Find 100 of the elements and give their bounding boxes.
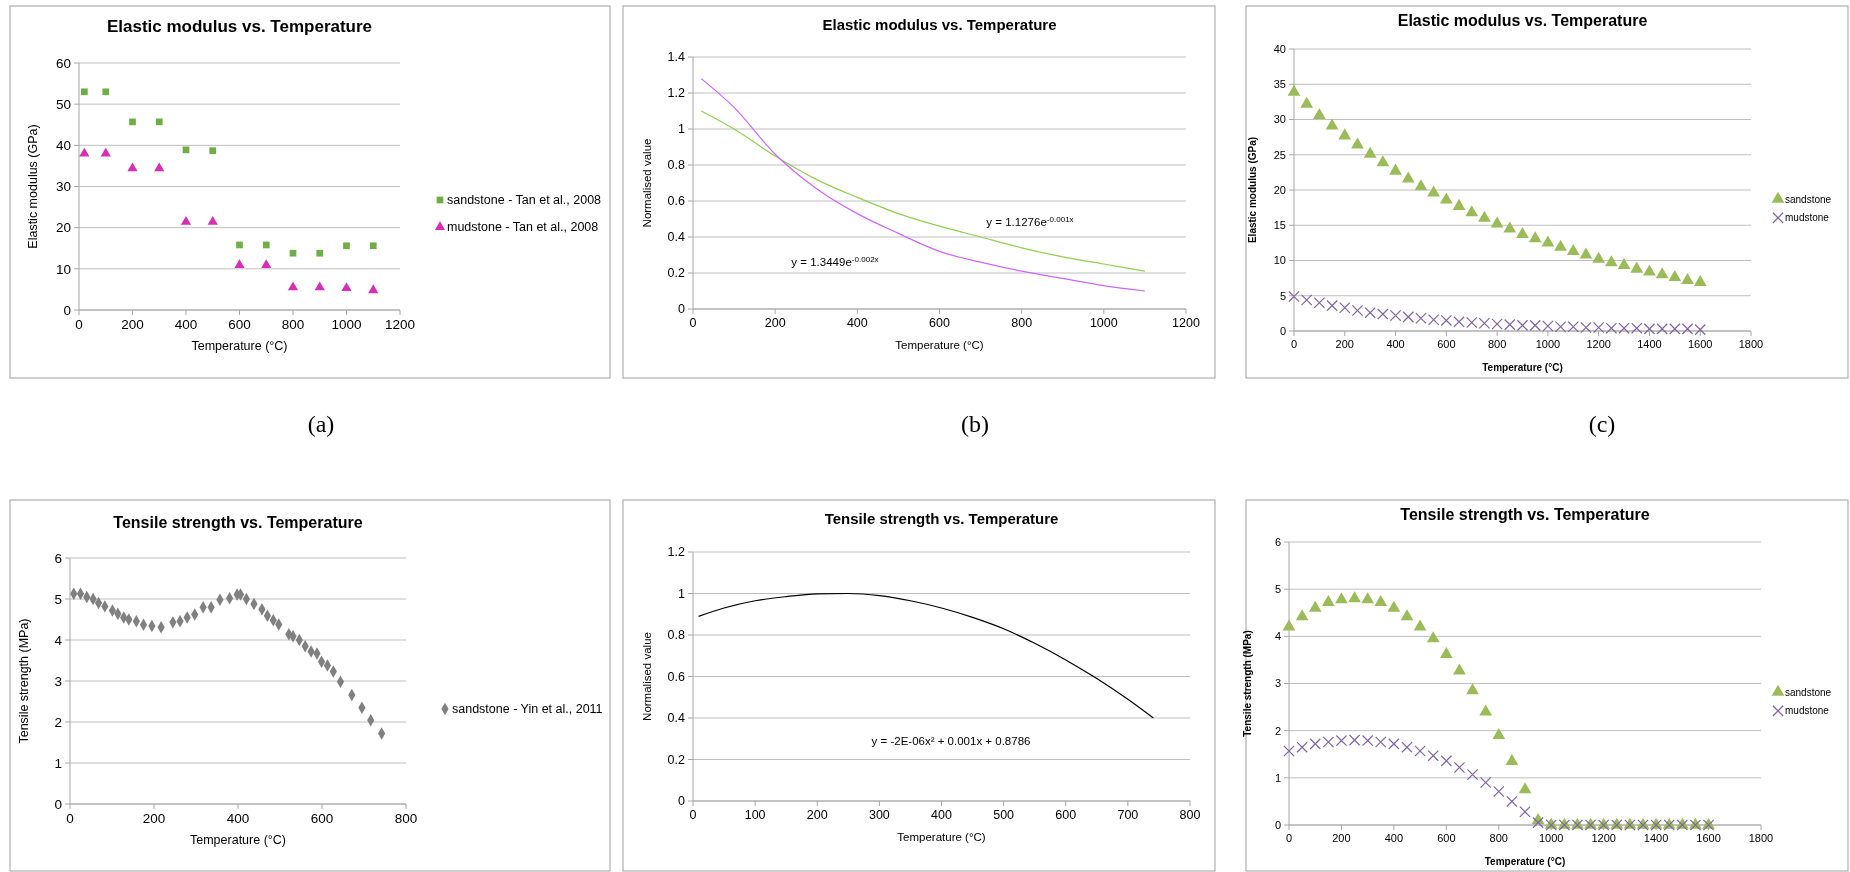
- x-tick-label: 200: [1335, 337, 1354, 350]
- y-tick-label: 2: [54, 714, 62, 730]
- y-axis-title: Normalised value: [641, 632, 653, 721]
- x-tick-label: 0: [75, 316, 83, 332]
- point: [1326, 299, 1338, 312]
- x-axis-title: Temperature (°C): [897, 831, 986, 843]
- y-tick-label: 0: [678, 794, 686, 809]
- chart-title: Tensile strength vs. Temperature: [824, 510, 1059, 527]
- y-tick-label: 3: [1274, 677, 1281, 690]
- point: [234, 259, 245, 269]
- x-tick-label: 1000: [1535, 337, 1561, 350]
- x-tick-label: 200: [121, 316, 144, 332]
- x-tick-label: 1200: [384, 316, 416, 332]
- point: [1282, 619, 1296, 631]
- x-tick-label: 200: [806, 808, 828, 822]
- point: [1401, 741, 1413, 753]
- x-tick-label: 600: [1437, 337, 1456, 350]
- point: [316, 249, 324, 257]
- y-tick-label: 35: [1273, 78, 1286, 91]
- point: [1288, 290, 1300, 303]
- legend-label: sandstone: [1785, 193, 1832, 205]
- point: [1681, 272, 1694, 284]
- point: [1617, 258, 1631, 270]
- point: [1376, 155, 1390, 167]
- chart-title: Elastic modulus vs. Temperature: [822, 16, 1057, 33]
- point: [1519, 806, 1531, 818]
- x-tick-label: 0: [689, 808, 697, 822]
- point: [1426, 631, 1440, 643]
- point: [1296, 741, 1308, 753]
- point: [1554, 239, 1567, 251]
- point: [180, 216, 192, 225]
- legend-label: sandstone: [1785, 686, 1832, 698]
- y-tick-label: 0.2: [667, 266, 686, 281]
- point: [127, 162, 138, 172]
- x-tick-label: 1800: [1748, 831, 1774, 844]
- annotation: y = 1.3449e$^{-0.002x}$: [791, 254, 879, 268]
- point: [1528, 231, 1542, 243]
- point: [1414, 179, 1428, 191]
- x-tick-label: 600: [228, 316, 251, 332]
- y-tick-label: 0.8: [667, 158, 686, 173]
- legend-label: sandstone - Tan et al., 2008: [447, 193, 602, 208]
- point: [1440, 755, 1453, 767]
- point: [1313, 297, 1326, 309]
- point: [262, 241, 270, 249]
- point: [1427, 185, 1440, 197]
- point: [1668, 270, 1682, 282]
- point: [1361, 592, 1375, 604]
- point: [1505, 753, 1519, 765]
- point: [1643, 264, 1656, 276]
- point: [1516, 227, 1529, 239]
- x-tick-label: 0: [689, 316, 697, 330]
- y-tick-label: 60: [55, 55, 71, 71]
- point: [1466, 683, 1479, 695]
- x-axis-title: Temperature (°C): [1482, 362, 1563, 373]
- point: [1335, 592, 1348, 604]
- x-tick-label: 1600: [1696, 831, 1721, 844]
- point: [1541, 235, 1555, 247]
- line-series: [700, 110, 1146, 272]
- point: [1375, 736, 1387, 748]
- y-axis-title: Elastic modulus (GPa): [26, 124, 40, 249]
- point: [154, 162, 165, 172]
- point: [1479, 704, 1493, 716]
- x-tick-label: 400: [1386, 337, 1405, 350]
- point: [1374, 595, 1388, 607]
- x-axis-title: Temperature (°C): [191, 339, 288, 353]
- point: [1439, 646, 1453, 658]
- x-tick-label: 600: [929, 316, 950, 330]
- point: [1321, 595, 1335, 607]
- point: [287, 281, 299, 291]
- text: (b): [961, 411, 989, 437]
- point: [155, 118, 163, 126]
- point: [1466, 768, 1479, 781]
- y-tick-label: 6: [54, 550, 62, 566]
- point: [1388, 738, 1400, 750]
- x-tick-label: 1800: [1738, 337, 1764, 350]
- y-tick-label: 1.2: [667, 545, 686, 560]
- point: [1401, 171, 1415, 183]
- chart-title: Elastic modulus vs. Temperature: [1397, 12, 1648, 29]
- point: [1506, 795, 1518, 808]
- y-tick-label: 0.2: [667, 752, 686, 767]
- x-tick-label: 1000: [331, 316, 362, 332]
- x-tick-label: 200: [142, 810, 166, 826]
- point: [1287, 84, 1301, 96]
- point: [1592, 251, 1606, 263]
- x-tick-label: 200: [764, 316, 786, 330]
- point: [1308, 600, 1322, 612]
- point: [1283, 745, 1295, 757]
- x-tick-label: 1000: [1538, 831, 1564, 844]
- point: [1338, 128, 1352, 140]
- point: [1351, 304, 1364, 317]
- x-tick-label: 400: [846, 316, 868, 330]
- point: [1387, 600, 1401, 612]
- point: [1452, 198, 1466, 210]
- point: [1630, 261, 1644, 273]
- point: [369, 242, 377, 250]
- x-tick-label: 800: [1487, 337, 1507, 350]
- point: [1414, 745, 1426, 757]
- point: [1363, 146, 1377, 158]
- point: [368, 284, 379, 294]
- x-tick-label: 1200: [1591, 831, 1616, 844]
